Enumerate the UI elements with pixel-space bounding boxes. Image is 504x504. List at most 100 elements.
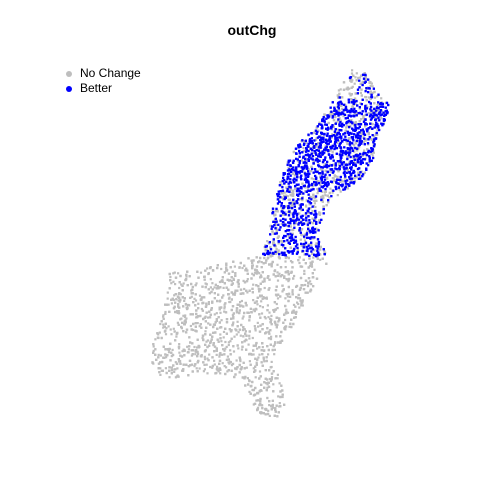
- no-change-point: [370, 137, 373, 141]
- no-change-point: [181, 369, 185, 372]
- no-change-point: [274, 341, 277, 344]
- no-change-point: [380, 117, 383, 120]
- no-change-point: [210, 290, 213, 294]
- no-change-point: [365, 99, 368, 102]
- no-change-point: [190, 292, 193, 295]
- no-change-point: [352, 124, 355, 127]
- no-change-point: [223, 353, 226, 356]
- no-change-point: [292, 228, 295, 231]
- no-change-point: [284, 194, 288, 197]
- no-change-point: [254, 365, 257, 368]
- no-change-point: [362, 134, 365, 137]
- no-change-point: [170, 366, 173, 369]
- no-change-point: [179, 293, 182, 296]
- no-change-point: [266, 276, 269, 279]
- no-change-point: [194, 353, 197, 356]
- no-change-point: [261, 297, 264, 300]
- no-change-point: [275, 302, 278, 306]
- no-change-point: [212, 342, 215, 345]
- no-change-point: [267, 353, 270, 356]
- no-change-point: [190, 349, 193, 352]
- no-change-point: [254, 271, 257, 274]
- no-change-point: [263, 280, 266, 283]
- no-change-point: [373, 135, 376, 138]
- no-change-point: [274, 252, 277, 255]
- no-change-point: [246, 269, 249, 272]
- no-change-point: [280, 205, 283, 209]
- no-change-point: [284, 271, 287, 274]
- no-change-point: [303, 236, 306, 239]
- no-change-point: [258, 313, 261, 316]
- no-change-point: [254, 268, 257, 271]
- no-change-point: [237, 331, 240, 334]
- no-change-point: [263, 349, 266, 352]
- no-change-point: [380, 97, 383, 100]
- no-change-point: [215, 319, 218, 322]
- no-change-point: [314, 205, 317, 209]
- no-change-point: [205, 340, 208, 343]
- no-change-point: [362, 116, 365, 119]
- no-change-point: [166, 291, 169, 294]
- no-change-point: [257, 356, 260, 359]
- no-change-point: [185, 273, 188, 276]
- no-change-point: [170, 355, 173, 358]
- no-change-point: [213, 323, 216, 326]
- no-change-point: [242, 292, 245, 295]
- no-change-point: [229, 279, 232, 282]
- no-change-point: [295, 285, 298, 288]
- no-change-point: [304, 213, 307, 216]
- no-change-point: [253, 301, 257, 304]
- no-change-point: [216, 327, 219, 330]
- no-change-point: [263, 297, 267, 300]
- no-change-point: [205, 363, 208, 366]
- no-change-point: [258, 353, 261, 356]
- no-change-point: [305, 199, 308, 202]
- no-change-point: [268, 311, 271, 314]
- no-change-point: [275, 285, 278, 288]
- no-change-point: [154, 338, 157, 341]
- no-change-point: [308, 264, 312, 268]
- no-change-point: [335, 141, 338, 145]
- no-change-point: [165, 303, 168, 306]
- no-change-point: [302, 288, 306, 291]
- no-change-point: [359, 102, 362, 105]
- no-change-point: [254, 307, 257, 311]
- no-change-point: [246, 278, 249, 281]
- no-change-point: [261, 346, 264, 349]
- no-change-point: [171, 297, 174, 300]
- no-change-point: [321, 168, 324, 171]
- no-change-point: [287, 299, 290, 303]
- no-change-point: [184, 314, 187, 317]
- no-change-point: [197, 307, 200, 310]
- no-change-point: [332, 163, 335, 166]
- no-change-point: [185, 306, 188, 309]
- no-change-point: [262, 358, 265, 361]
- no-change-point: [227, 272, 231, 275]
- no-change-point: [177, 345, 181, 348]
- no-change-point: [287, 292, 291, 295]
- no-change-point: [157, 356, 160, 359]
- no-change-point: [353, 113, 356, 116]
- no-change-point: [300, 244, 303, 247]
- no-change-point: [368, 81, 371, 84]
- no-change-point: [194, 293, 197, 296]
- no-change-point: [154, 348, 157, 351]
- map-title: outChg: [227, 22, 277, 38]
- no-change-point: [280, 183, 283, 186]
- no-change-point: [163, 330, 167, 333]
- no-change-point: [285, 205, 288, 208]
- no-change-point: [357, 147, 360, 150]
- no-change-point: [183, 323, 186, 326]
- no-change-point: [336, 120, 339, 123]
- no-change-point: [348, 161, 351, 164]
- no-change-point: [341, 180, 344, 183]
- no-change-point: [203, 275, 206, 278]
- no-change-point: [376, 95, 379, 98]
- no-change-point: [204, 305, 208, 308]
- no-change-point: [273, 308, 276, 312]
- no-change-point: [158, 331, 161, 334]
- no-change-point: [180, 317, 183, 320]
- no-change-point: [332, 177, 335, 180]
- no-change-point: [279, 405, 282, 408]
- no-change-point: [252, 299, 255, 302]
